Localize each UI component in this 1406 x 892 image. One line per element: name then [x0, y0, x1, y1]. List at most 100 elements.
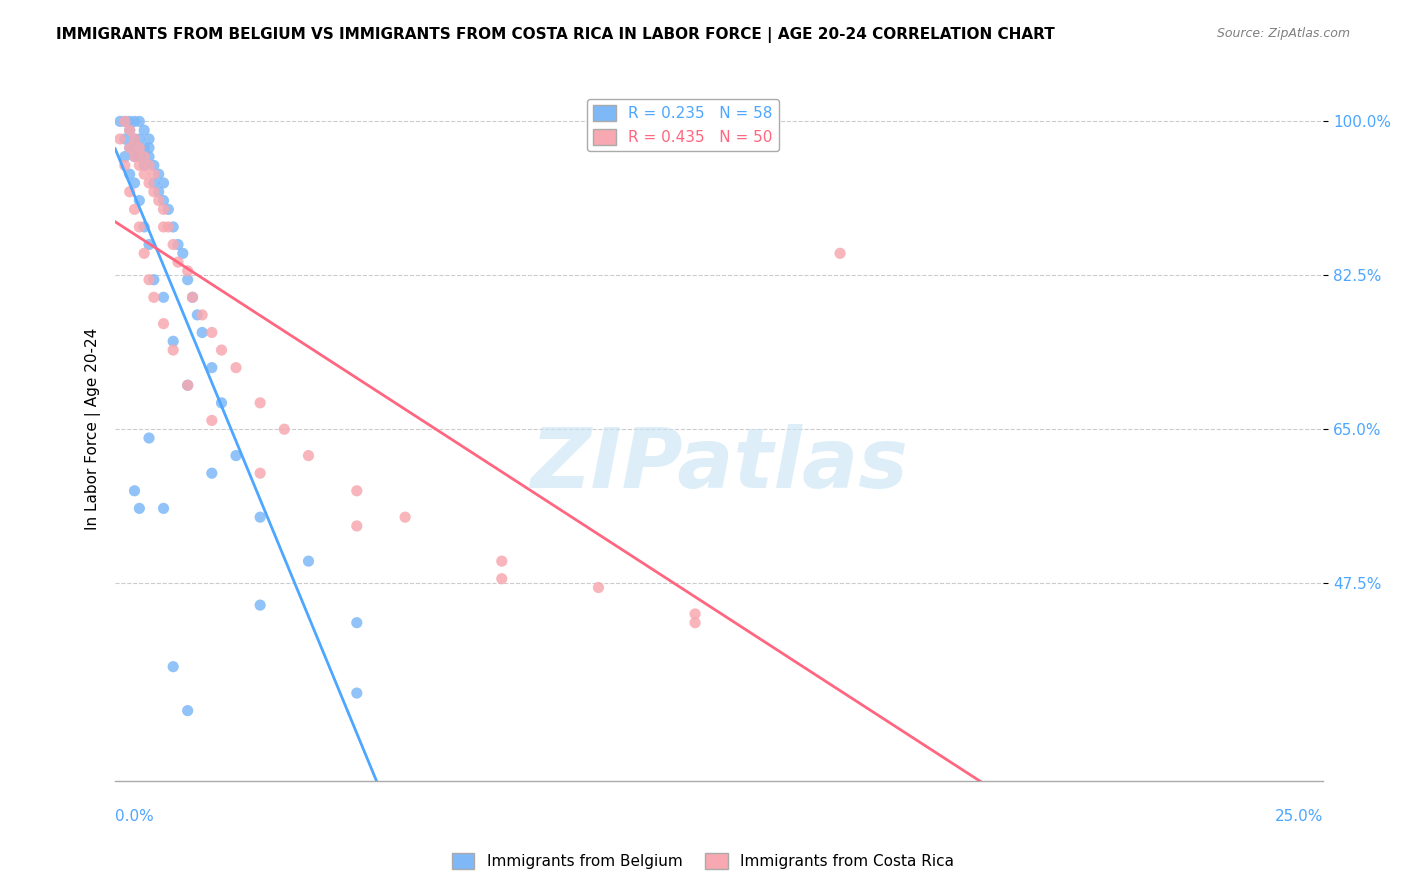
Point	[172, 246, 194, 260]
Point	[138, 273, 160, 287]
Point	[134, 123, 156, 137]
Point	[138, 431, 160, 445]
Point	[201, 466, 224, 480]
Point	[128, 114, 150, 128]
Point	[134, 219, 156, 234]
Text: IMMIGRANTS FROM BELGIUM VS IMMIGRANTS FROM COSTA RICA IN LABOR FORCE | AGE 20-24: IMMIGRANTS FROM BELGIUM VS IMMIGRANTS FR…	[56, 27, 1054, 43]
Point	[588, 581, 610, 595]
Point	[152, 290, 174, 304]
Point	[148, 185, 170, 199]
Point	[201, 360, 224, 375]
Point	[134, 167, 156, 181]
Point	[138, 237, 160, 252]
Point	[157, 202, 180, 217]
Point	[249, 510, 271, 524]
Point	[346, 615, 368, 630]
Point	[176, 264, 198, 278]
Point	[138, 132, 160, 146]
Point	[128, 150, 150, 164]
Point	[297, 554, 319, 568]
Point	[118, 141, 141, 155]
Point	[157, 219, 180, 234]
Point	[346, 686, 368, 700]
Point	[124, 176, 146, 190]
Point	[176, 378, 198, 392]
Text: Source: ZipAtlas.com: Source: ZipAtlas.com	[1216, 27, 1350, 40]
Point	[142, 185, 165, 199]
Point	[394, 510, 416, 524]
Point	[152, 219, 174, 234]
Point	[162, 334, 184, 349]
Point	[118, 123, 141, 137]
Point	[108, 114, 131, 128]
Point	[138, 141, 160, 155]
Point	[124, 132, 146, 146]
Point	[118, 167, 141, 181]
Text: 25.0%: 25.0%	[1275, 809, 1323, 824]
Point	[683, 607, 706, 621]
Point	[138, 150, 160, 164]
Point	[162, 219, 184, 234]
Point	[128, 219, 150, 234]
Point	[142, 176, 165, 190]
Point	[225, 360, 247, 375]
Point	[191, 326, 214, 340]
Point	[134, 158, 156, 172]
Point	[201, 413, 224, 427]
Point	[191, 308, 214, 322]
Text: 0.0%: 0.0%	[115, 809, 153, 824]
Point	[124, 483, 146, 498]
Legend: R = 0.235   N = 58, R = 0.435   N = 50: R = 0.235 N = 58, R = 0.435 N = 50	[588, 99, 779, 151]
Point	[128, 132, 150, 146]
Point	[114, 114, 136, 128]
Point	[162, 343, 184, 357]
Point	[186, 308, 208, 322]
Y-axis label: In Labor Force | Age 20-24: In Labor Force | Age 20-24	[86, 328, 101, 531]
Point	[176, 704, 198, 718]
Point	[128, 194, 150, 208]
Point	[273, 422, 295, 436]
Point	[114, 158, 136, 172]
Point	[124, 150, 146, 164]
Point	[249, 466, 271, 480]
Point	[176, 378, 198, 392]
Point	[346, 519, 368, 533]
Point	[118, 141, 141, 155]
Point	[114, 132, 136, 146]
Point	[118, 185, 141, 199]
Point	[167, 255, 190, 269]
Point	[152, 501, 174, 516]
Point	[683, 615, 706, 630]
Point	[148, 167, 170, 181]
Point	[152, 194, 174, 208]
Point	[225, 449, 247, 463]
Point	[152, 317, 174, 331]
Point	[828, 246, 851, 260]
Point	[124, 114, 146, 128]
Point	[124, 202, 146, 217]
Point	[201, 326, 224, 340]
Point	[491, 554, 513, 568]
Point	[128, 141, 150, 155]
Point	[297, 449, 319, 463]
Point	[128, 501, 150, 516]
Point	[142, 273, 165, 287]
Point	[249, 598, 271, 612]
Point	[211, 343, 233, 357]
Point	[114, 114, 136, 128]
Point	[142, 158, 165, 172]
Point	[108, 132, 131, 146]
Point	[124, 150, 146, 164]
Point	[142, 167, 165, 181]
Point	[134, 246, 156, 260]
Point	[176, 273, 198, 287]
Point	[211, 396, 233, 410]
Point	[491, 572, 513, 586]
Point	[162, 659, 184, 673]
Point	[249, 396, 271, 410]
Point	[124, 132, 146, 146]
Point	[167, 237, 190, 252]
Point	[142, 290, 165, 304]
Point	[118, 123, 141, 137]
Legend: Immigrants from Belgium, Immigrants from Costa Rica: Immigrants from Belgium, Immigrants from…	[446, 847, 960, 875]
